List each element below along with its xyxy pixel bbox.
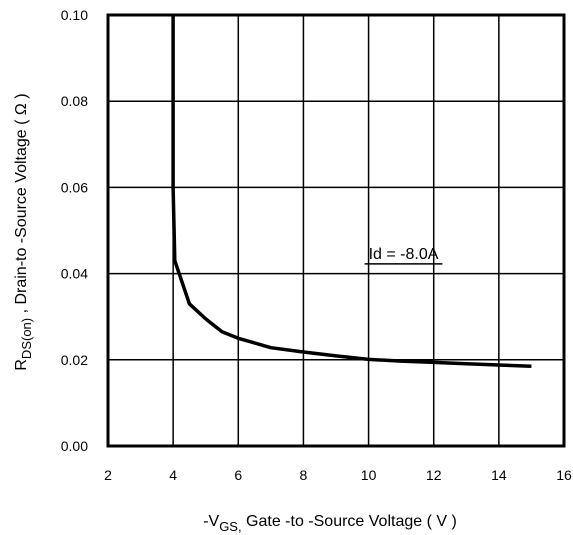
grid <box>107 14 565 447</box>
y-tick-label: 0.04 <box>61 266 88 282</box>
x-tick-label: 12 <box>426 467 442 483</box>
plot-frame <box>106 13 566 448</box>
x-axis-label-sub: GS, <box>219 519 241 534</box>
y-tick-labels: 0.00 0.02 0.04 0.06 0.08 0.10 <box>61 7 88 454</box>
x-tick-label: 8 <box>300 467 308 483</box>
annotation-label: Id = -8.0A <box>369 246 439 263</box>
series-line-0 <box>171 15 532 369</box>
y-tick-label: 0.02 <box>61 352 88 368</box>
x-axis-label-rest: Gate -to -Source Voltage ( V ) <box>242 513 457 530</box>
y-tick-label: 0.10 <box>61 7 88 23</box>
series-group <box>171 15 532 369</box>
y-axis-label-prefix: R <box>13 359 30 371</box>
x-tick-label: 6 <box>234 467 242 483</box>
y-axis-label-sub: DS(on) <box>19 318 34 359</box>
y-axis-label: RDS(on) , Drain-to -Source Voltage ( Ω ) <box>13 93 34 370</box>
y-tick-label: 0.08 <box>61 93 88 109</box>
x-tick-label: 4 <box>169 467 177 483</box>
x-axis-label: -VGS, Gate -to -Source Voltage ( V ) <box>203 513 457 534</box>
x-tick-label: 16 <box>556 467 572 483</box>
y-tick-label: 0.00 <box>61 438 88 454</box>
x-axis-label-prefix: -V <box>203 513 219 530</box>
y-tick-label: 0.06 <box>61 179 88 195</box>
annotations: Id = -8.0A <box>364 246 443 265</box>
x-tick-label: 10 <box>361 467 377 483</box>
x-tick-label: 14 <box>491 467 507 483</box>
x-tick-label: 2 <box>104 467 112 483</box>
x-tick-labels: 2 4 6 8 10 12 14 16 <box>104 467 572 483</box>
y-axis-label-rest: , Drain-to -Source Voltage ( Ω ) <box>13 93 30 318</box>
